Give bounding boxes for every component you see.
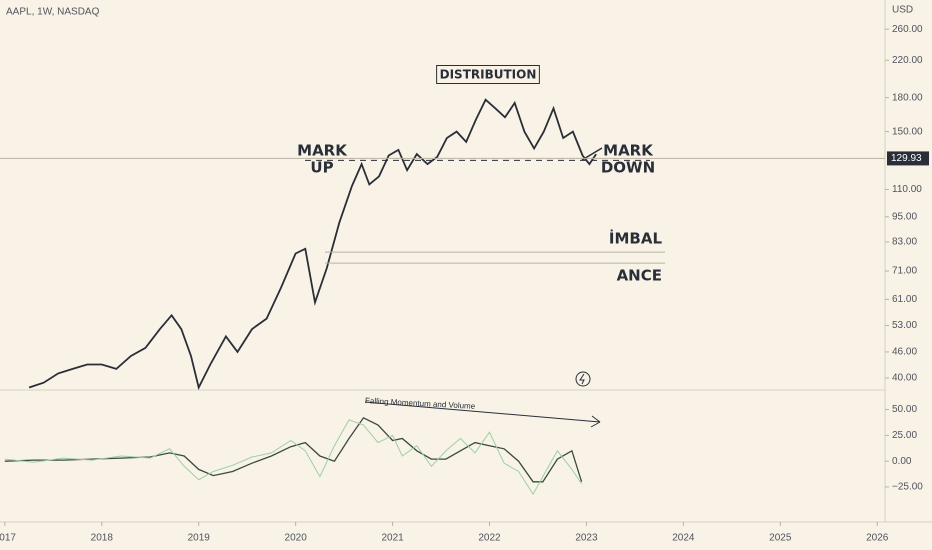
arrow: [364, 401, 601, 423]
y-tick-label: 180.00: [892, 92, 923, 103]
x-tick-label: 2021: [381, 533, 404, 544]
y-tick-label: 95.00: [892, 211, 917, 222]
y-tick-label: 220.00: [892, 55, 923, 66]
x-tick-label: 2017: [0, 533, 16, 544]
y-tick-label: 83.00: [892, 237, 917, 248]
y-tick-label: 71.00: [892, 266, 917, 277]
y-tick-label: −25.00: [892, 482, 923, 493]
series-line: [4, 419, 583, 496]
x-tick-label: 2026: [866, 533, 889, 544]
series-line: [4, 416, 583, 483]
x-tick-label: 2019: [188, 533, 211, 544]
y-tick-label: 260.00: [892, 24, 923, 35]
x-tick-label: 2018: [91, 533, 114, 544]
annotation-box: [436, 65, 540, 84]
y-axis-label: USD: [892, 5, 913, 16]
annotation: ANCE: [617, 267, 662, 285]
annotation: DOWN: [601, 159, 655, 177]
lightning-icon: [579, 373, 585, 385]
x-tick-label: 2024: [672, 533, 695, 544]
annotation: UP: [310, 159, 333, 177]
chart-title: AAPL, 1W, NASDAQ: [6, 7, 100, 18]
last-price-label: 129.93: [891, 153, 922, 164]
y-tick-label: 53.00: [892, 320, 917, 331]
x-tick-label: 2022: [478, 533, 501, 544]
y-tick-label: 50.00: [892, 404, 917, 415]
y-tick-label: 110.00: [892, 184, 922, 195]
y-tick-label: 25.00: [892, 430, 917, 441]
y-tick-label: 46.00: [892, 347, 917, 358]
annotation: İMBAL: [609, 229, 663, 248]
y-tick-label: 40.00: [892, 373, 917, 384]
lightning-icon: [575, 371, 591, 387]
arrow-head: [590, 415, 601, 428]
x-tick-label: 2020: [285, 533, 308, 544]
x-tick-label: 2023: [575, 533, 598, 544]
annotation: MARK: [297, 142, 348, 160]
y-tick-label: 150.00: [892, 126, 923, 137]
series-line: [28, 98, 597, 391]
x-tick-label: 2025: [769, 533, 792, 544]
last-price-box: [887, 151, 929, 166]
annotation: DISTRIBUTION: [440, 68, 537, 82]
annotation: MARK: [603, 142, 654, 160]
y-tick-label: 0.00: [892, 456, 912, 467]
y-tick-label: 61.00: [892, 294, 917, 305]
